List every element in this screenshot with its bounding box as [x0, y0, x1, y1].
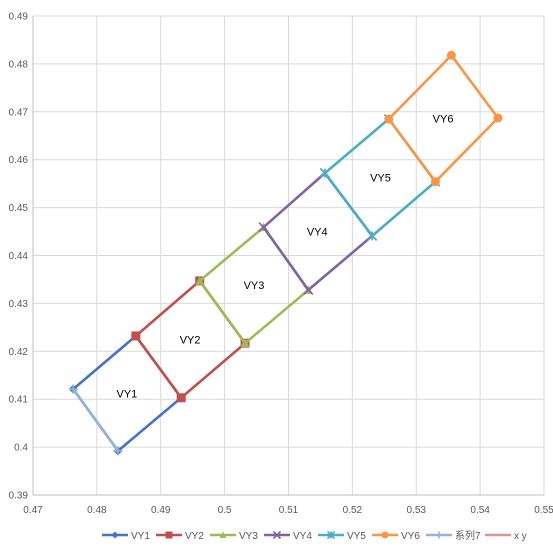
x-tick-label: 0.51: [279, 505, 299, 516]
data-point: [176, 393, 186, 403]
legend-item: VY1: [102, 531, 150, 542]
x-tick-label: 0.48: [87, 505, 107, 516]
y-tick-label: 0.45: [9, 203, 29, 214]
data-point: [113, 446, 123, 456]
legend-label: VY1: [131, 531, 150, 542]
y-tick-label: 0.44: [9, 251, 29, 262]
y-tick-label: 0.4: [14, 443, 28, 454]
y-tick-label: 0.48: [9, 59, 29, 70]
data-point: [430, 177, 440, 187]
annotation-label: VY6: [433, 114, 454, 126]
legend-item: VY4: [264, 530, 312, 542]
y-tick-label: 0.41: [9, 395, 29, 406]
series-7: [68, 384, 123, 456]
series-line-7: [72, 388, 120, 452]
data-point: [258, 222, 269, 233]
legend-marker: [111, 531, 119, 539]
legend-marker: [435, 531, 443, 539]
data-point: [384, 114, 394, 124]
legend-item: VY3: [210, 531, 258, 542]
legend-marker: [165, 531, 173, 539]
series-6: [384, 50, 503, 187]
legend-label: 系列7: [455, 529, 481, 542]
y-tick-label: 0.39: [9, 491, 29, 502]
x-tick-label: 0.53: [407, 505, 427, 516]
annotation-label: VY5: [370, 172, 391, 184]
y-tick-label: 0.43: [9, 299, 29, 310]
legend-label: VY4: [293, 531, 312, 542]
legend: VY1 VY2 VY3 VY4 VY5 VY6 系列7 x y: [102, 529, 527, 542]
legend-item: VY2: [156, 531, 204, 542]
legend-marker: [381, 531, 389, 539]
y-tick-label: 0.46: [9, 155, 29, 166]
legend-label: x y: [514, 531, 527, 542]
legend-label: VY2: [185, 531, 204, 542]
legend-label: VY3: [239, 531, 258, 542]
data-point: [446, 50, 456, 60]
series-group: [68, 50, 503, 456]
annotation-group: VY1 VY2 VY3 VY4 VY5 VY6: [116, 114, 453, 401]
x-tick-label: 0.52: [343, 505, 363, 516]
annotation-label: VY1: [116, 388, 137, 400]
data-point: [131, 331, 141, 341]
x-tick-label: 0.5: [218, 505, 232, 516]
data-point: [68, 384, 78, 394]
legend-marker: [326, 530, 336, 540]
y-tick-label: 0.42: [9, 347, 29, 358]
legend-label: VY5: [347, 531, 366, 542]
data-point: [319, 168, 330, 179]
axes: 0.47 0.48 0.49 0.5 0.51 0.52 0.53 0.54 0.55 0.39 0…: [9, 12, 553, 517]
x-tick-label: 0.49: [151, 505, 171, 516]
legend-marker: [272, 530, 282, 540]
data-point: [195, 276, 205, 285]
data-point: [303, 284, 314, 296]
annotation-label: VY3: [244, 280, 265, 292]
x-tick-label: 0.54: [470, 505, 490, 516]
x-tick-label: 0.47: [23, 505, 43, 516]
x-tick-label: 0.55: [534, 505, 553, 516]
legend-item: 系列7: [426, 529, 481, 542]
y-tick-label: 0.47: [9, 107, 29, 118]
data-point: [240, 338, 250, 347]
data-point: [493, 113, 503, 123]
annotation-label: VY2: [180, 334, 201, 346]
annotation-label: VY4: [307, 227, 328, 239]
y-tick-label: 0.49: [9, 12, 29, 23]
legend-marker: [219, 531, 227, 538]
legend-item: VY6: [372, 531, 420, 542]
legend-item: VY5: [318, 530, 366, 542]
data-point: [367, 230, 378, 241]
legend-label: VY6: [401, 531, 420, 542]
legend-item: x y: [485, 531, 527, 542]
